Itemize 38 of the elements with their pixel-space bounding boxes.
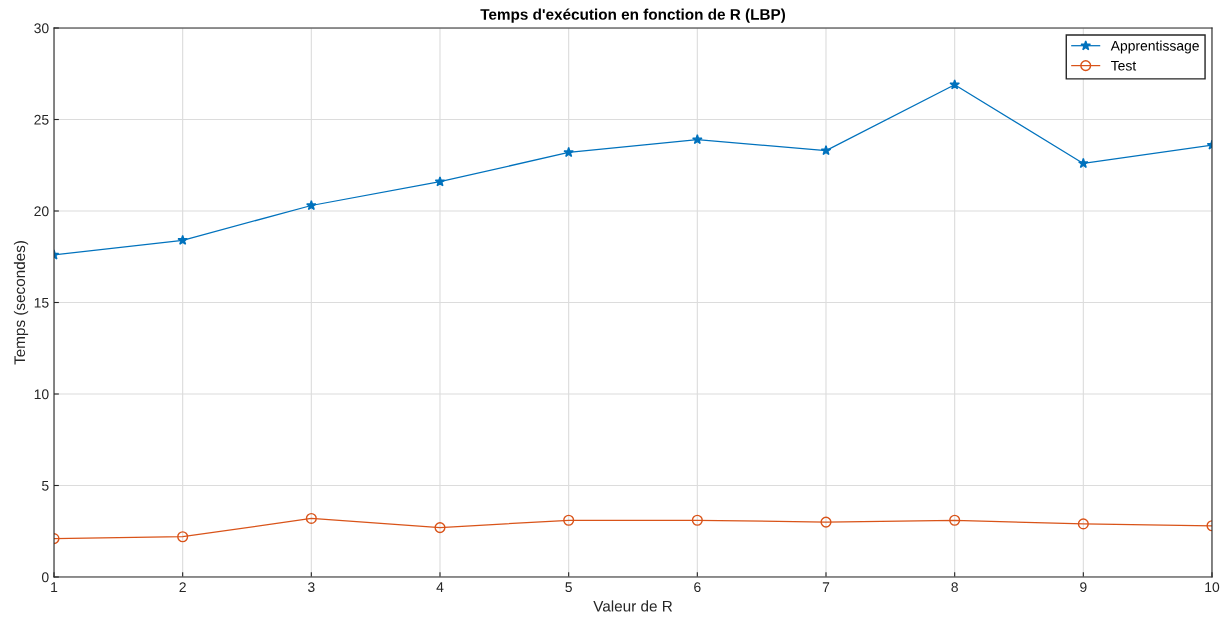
legend-label: Apprentissage bbox=[1110, 40, 1199, 54]
point bbox=[305, 512, 317, 524]
point bbox=[692, 134, 703, 145]
y-tick-label: 25 bbox=[34, 114, 49, 125]
x-axis-title: Valeur de R bbox=[593, 600, 673, 612]
x-tick-label: 1 bbox=[51, 582, 58, 592]
point bbox=[563, 146, 574, 158]
x-tick-label: 8 bbox=[951, 582, 958, 593]
point bbox=[949, 514, 961, 526]
legend-label: Test bbox=[1111, 60, 1137, 71]
point bbox=[1077, 518, 1089, 530]
point bbox=[177, 531, 189, 543]
point bbox=[1078, 157, 1089, 169]
point bbox=[820, 516, 832, 528]
x-tick-label: 5 bbox=[565, 582, 572, 593]
point bbox=[563, 514, 575, 526]
y-tick-label: 10 bbox=[34, 389, 49, 400]
point bbox=[949, 79, 960, 90]
point bbox=[691, 514, 703, 526]
x-tick-label: 6 bbox=[694, 582, 701, 593]
y-tick-label: 20 bbox=[34, 206, 49, 217]
x-tick-label: 9 bbox=[1080, 582, 1087, 593]
chart-title: Temps d'exécution en fonction de R (LBP) bbox=[480, 8, 786, 23]
x-tick-label: 7 bbox=[822, 582, 830, 592]
point bbox=[306, 199, 317, 211]
y-tick-label: 0 bbox=[41, 572, 49, 583]
y-axis-title: Temps (secondes) bbox=[13, 241, 29, 365]
y-tick-label: 5 bbox=[41, 480, 49, 491]
y-tick-label: 15 bbox=[34, 297, 49, 308]
point bbox=[434, 176, 446, 187]
point bbox=[177, 234, 188, 245]
x-tick-label: 10 bbox=[1205, 582, 1220, 593]
x-tick-label: 2 bbox=[179, 582, 186, 592]
x-tick-label: 4 bbox=[436, 582, 444, 592]
y-tick-label: 30 bbox=[34, 23, 49, 34]
point bbox=[820, 145, 832, 156]
point bbox=[434, 522, 446, 534]
x-tick-label: 3 bbox=[308, 582, 315, 593]
